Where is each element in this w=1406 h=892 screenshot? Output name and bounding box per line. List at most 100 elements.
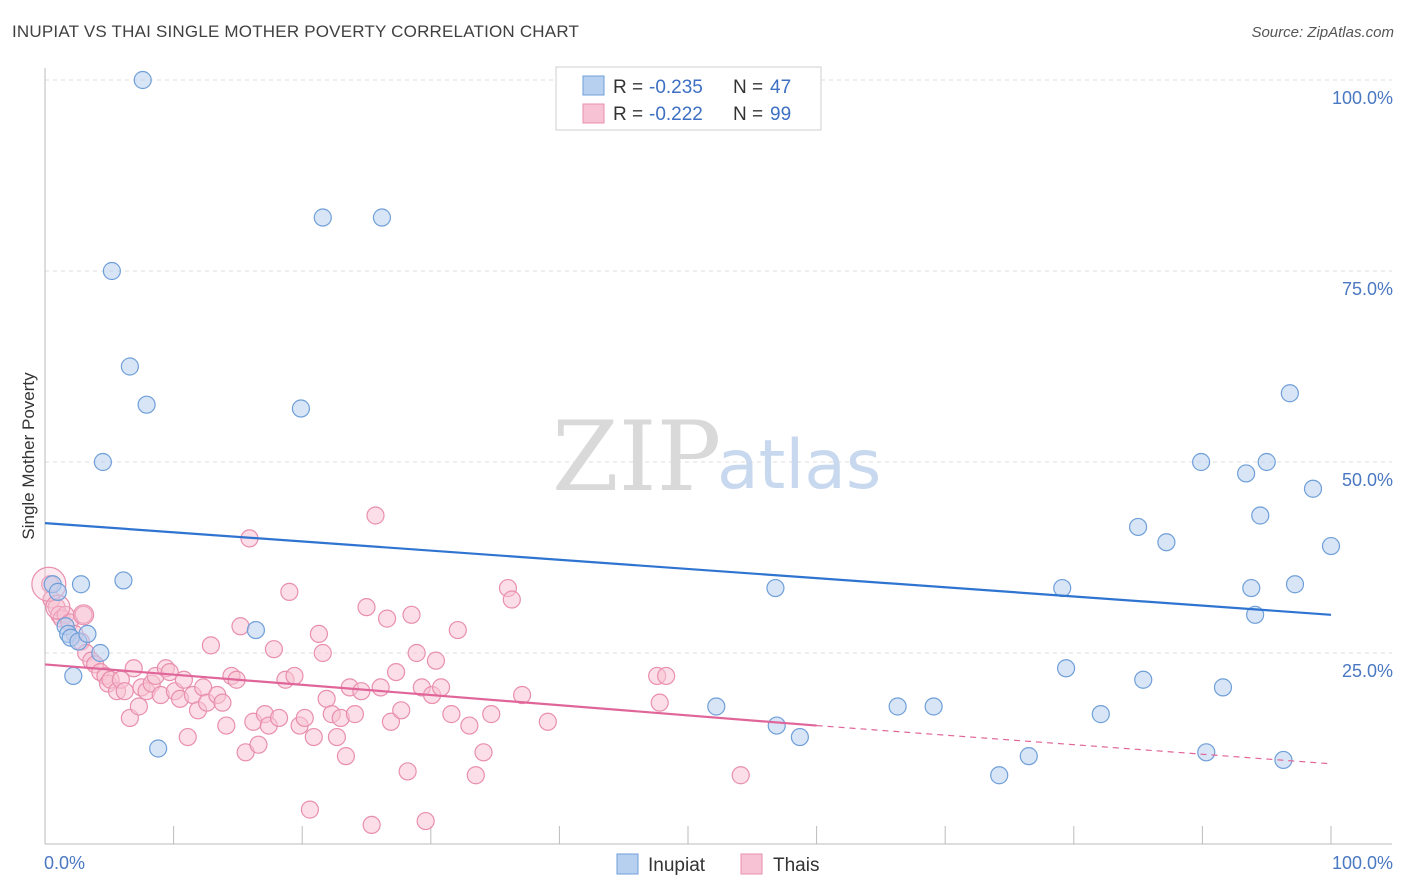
thais-point-87 [448, 620, 467, 640]
y-axis-label: Single Mother Poverty [19, 372, 38, 540]
thais-point-51 [264, 640, 284, 659]
inupiat-point-36 [1197, 743, 1216, 762]
thais-series [31, 506, 750, 835]
thais-point-59 [304, 727, 323, 747]
thais-point-57 [295, 708, 314, 728]
tick-labels: 25.0% 50.0% 75.0% 100.0% 0.0% 100.0% [44, 88, 1393, 873]
thais-point-86 [442, 705, 461, 724]
inupiat-point-14 [133, 70, 152, 90]
bottom-legend-swatch-thais [740, 853, 763, 875]
watermark-atlas: atlas [717, 426, 881, 505]
thais-point-72 [366, 506, 385, 525]
thais-point-61 [313, 643, 332, 663]
inupiat-point-46 [1303, 479, 1323, 498]
thais-point-29 [160, 662, 179, 682]
inupiat-point-39 [1242, 578, 1261, 598]
inupiat-point-42 [1257, 452, 1276, 472]
inupiat-point-20 [372, 208, 392, 227]
thais-point-66 [336, 747, 356, 766]
x-tick-label-0: 0.0% [44, 853, 85, 873]
inupiat-point-17 [246, 620, 266, 640]
thais-point-60 [309, 624, 329, 644]
legend-n-value-inupiat: 47 [770, 77, 791, 98]
inupiat-point-1 [48, 582, 67, 601]
inupiat-trend-line [44, 522, 1332, 616]
thais-point-97 [650, 693, 669, 712]
thais-point-40 [213, 693, 232, 712]
thais-trend-line-extrapolated [816, 724, 1332, 765]
thais-point-88 [460, 716, 479, 735]
inupiat-point-37 [1213, 678, 1233, 697]
thais-point-22 [129, 697, 148, 716]
thais-point-90 [474, 743, 493, 762]
thais-point-75 [381, 712, 401, 731]
thais-point-52 [269, 708, 289, 728]
inupiat-point-11 [102, 261, 121, 281]
inupiat-point-16 [149, 739, 168, 758]
thais-point-93 [502, 590, 521, 609]
bottom-legend-label-inupiat: Inupiat [648, 855, 706, 876]
inupiat-point-38 [1237, 464, 1256, 483]
thais-point-84 [426, 651, 446, 670]
thais-point-64 [327, 727, 347, 747]
x-tick-label-1: 100.0% [1332, 853, 1393, 873]
inupiat-point-15 [137, 395, 156, 414]
inupiat-point-33 [1134, 670, 1153, 689]
inupiat-point-5 [64, 666, 83, 686]
thais-point-9 [74, 605, 93, 624]
legend-swatch-thais [582, 103, 605, 124]
thais-point-58 [300, 800, 320, 819]
inupiat-point-7 [71, 575, 91, 594]
legend-n-label-inupiat: N = [733, 77, 763, 98]
watermark-zip: ZIP [552, 401, 721, 513]
correlation-legend: R = -0.235 N = 47 R = -0.222 N = 99 [555, 66, 822, 131]
chart-source: Source: ZipAtlas.com [1251, 24, 1394, 41]
inupiat-point-27 [990, 766, 1009, 785]
bottom-legend-swatch-inupiat [616, 853, 639, 875]
inupiat-point-32 [1128, 517, 1148, 537]
inupiat-point-28 [1019, 747, 1038, 766]
thais-point-73 [371, 678, 390, 697]
inupiat-point-8 [78, 624, 97, 644]
watermark: ZIP atlas [552, 401, 881, 513]
y-tick-label-0: 25.0% [1342, 661, 1393, 681]
inupiat-point-30 [1056, 659, 1076, 678]
inupiat-point-44 [1280, 384, 1299, 403]
legend-r-label-thais: R = [613, 104, 643, 125]
thais-point-68 [345, 705, 365, 724]
thais-point-large-2 [72, 604, 95, 626]
thais-point-32 [174, 670, 193, 689]
inupiat-point-10 [93, 452, 112, 472]
inupiat-point-24 [790, 727, 809, 747]
inupiat-point-18 [291, 399, 311, 418]
thais-point-41 [217, 716, 236, 735]
thais-point-69 [352, 682, 371, 701]
thais-point-94 [513, 685, 532, 705]
thais-point-78 [398, 762, 417, 781]
thais-point-71 [362, 815, 381, 835]
thais-point-85 [431, 678, 451, 697]
inupiat-series [43, 70, 1341, 785]
inupiat-point-31 [1091, 705, 1110, 724]
y-tick-label-1: 50.0% [1342, 470, 1393, 490]
thais-point-89 [466, 766, 485, 785]
thais-point-98 [657, 666, 676, 686]
thais-point-91 [482, 705, 501, 724]
inupiat-point-35 [1192, 452, 1211, 472]
inupiat-point-12 [114, 571, 133, 590]
chart-title: INUPIAT VS THAI SINGLE MOTHER POVERTY CO… [12, 22, 580, 41]
inupiat-point-23 [767, 716, 786, 735]
thais-point-44 [231, 617, 250, 636]
bottom-legend-label-thais: Thais [773, 855, 819, 876]
trend-lines [44, 522, 1332, 765]
thais-point-48 [249, 735, 268, 754]
thais-point-38 [201, 636, 220, 655]
gridlines [45, 79, 1392, 654]
legend-n-label-thais: N = [733, 104, 763, 125]
thais-point-33 [178, 727, 197, 747]
thais-point-77 [392, 701, 411, 720]
inupiat-point-29 [1053, 578, 1072, 598]
thais-point-79 [402, 605, 421, 624]
thais-point-82 [416, 811, 435, 831]
